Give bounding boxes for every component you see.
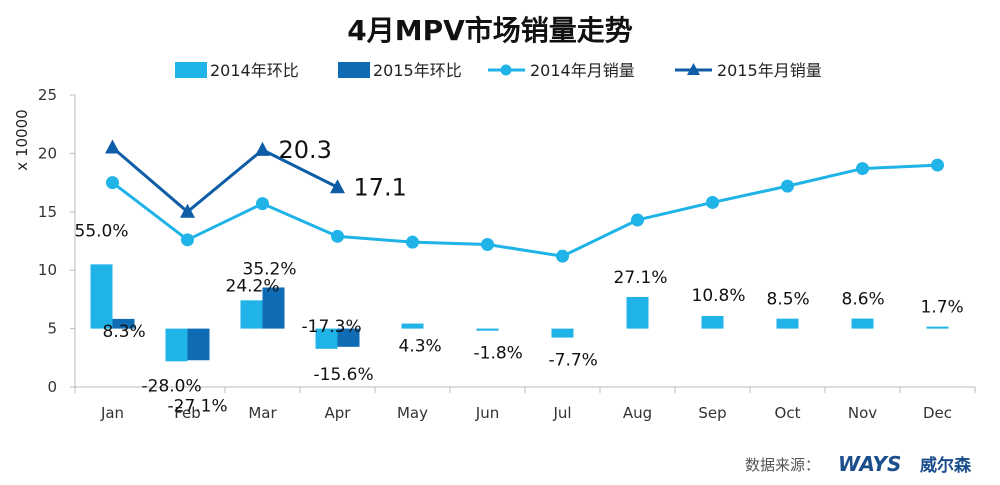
bar-2014 (776, 318, 799, 329)
bar-label-2014: 10.8% (692, 286, 746, 306)
bar-2014 (315, 328, 338, 349)
bar-label-2014: 8.5% (767, 290, 810, 310)
point-2014-sales (931, 158, 944, 172)
x-tick-label: Oct (775, 404, 801, 422)
legend-swatch-2014-mom (175, 62, 207, 78)
bar-2015 (337, 328, 360, 347)
bar-label-2014: 1.7% (921, 298, 964, 318)
bar-2015 (262, 287, 285, 329)
bar-2014 (90, 264, 113, 329)
point-2014-sales (331, 229, 344, 243)
bar-label-2015: -27.1% (168, 396, 228, 416)
bar-label-2014: -7.7% (549, 351, 598, 371)
y-axis-label: x 10000 (13, 109, 31, 170)
bar-2015 (187, 328, 210, 361)
legend-label-2015-mom: 2015年环比 (373, 61, 462, 80)
line-2014-sales (111, 163, 938, 258)
point-2014-sales (556, 249, 569, 263)
point-2014-sales (406, 235, 419, 249)
point-2014-sales (631, 213, 644, 227)
bar-label-2014: -17.3% (302, 317, 362, 337)
legend-marker-2014-sales (500, 64, 512, 76)
bar-2014 (701, 315, 724, 329)
point-2015-sales (180, 203, 195, 218)
point-label-2015-sales: 20.3 (279, 136, 332, 164)
legend-label-2014-sales: 2014年月销量 (530, 61, 635, 80)
chart-title: 4月MPV市场销量走势 (347, 14, 633, 47)
bar-label-2014: -28.0% (142, 376, 202, 396)
bar-2014 (551, 328, 574, 338)
point-2015-sales (105, 139, 120, 154)
legend: 2014年环比 2015年环比 2014年月销量 2015年月销量 (175, 61, 822, 80)
x-tick-label: Jul (552, 404, 571, 422)
x-tick-label: Aug (623, 404, 652, 422)
point-2014-sales (106, 176, 119, 190)
bar-2014 (240, 300, 263, 329)
bars (90, 264, 949, 362)
point-2014-sales (481, 238, 494, 252)
bar-label-2014: 4.3% (399, 337, 442, 357)
x-tick-label: Sep (698, 404, 726, 422)
footer: 数据来源： WAYS 威尔森 (745, 452, 972, 476)
bar-label-2014: 27.1% (614, 268, 668, 288)
y-tick-label: 15 (38, 203, 57, 221)
lines (105, 139, 944, 263)
bar-2014 (626, 296, 649, 329)
point-label-2015-sales: 17.1 (354, 173, 407, 201)
point-2015-sales (255, 141, 270, 156)
bar-2014 (476, 328, 499, 331)
bar-label-2014: 55.0% (75, 221, 129, 241)
brand-name-cn: 威尔森 (920, 455, 972, 476)
bar-2015 (112, 318, 135, 329)
brand-logo: WAYS (838, 452, 901, 476)
point-2014-sales (706, 195, 719, 209)
y-axis: 0 5 10 15 20 25 (38, 86, 76, 396)
point-2014-sales (256, 197, 269, 211)
bar-label-2015: 8.3% (103, 322, 146, 342)
bar-label-2014: 8.6% (842, 290, 885, 310)
y-tick-label: 10 (38, 261, 57, 279)
x-tick-label: Mar (248, 404, 277, 422)
bar-label-2014: -1.8% (474, 344, 523, 364)
y-tick-label: 0 (47, 378, 57, 396)
bar-2014 (851, 318, 874, 329)
bar-label-2014: 24.2% (226, 276, 280, 296)
legend-marker-2015-sales (687, 63, 700, 75)
legend-label-2014-mom: 2014年环比 (210, 61, 299, 80)
bar-2014 (165, 328, 188, 362)
line-2015-sales (111, 146, 339, 214)
y-tick-label: 25 (38, 86, 57, 104)
x-tick-label: Dec (923, 404, 952, 422)
bar-2014 (401, 323, 424, 329)
data-labels: 55.0% -28.0% 24.2% -17.3% 4.3% -1.8% -7.7% 27.1… (75, 136, 964, 416)
bar-label-2015: 35.2% (243, 259, 297, 279)
point-2014-sales (181, 233, 194, 247)
bar-label-2015: -15.6% (314, 365, 374, 385)
y-tick-label: 20 (38, 144, 57, 162)
legend-swatch-2015-mom (338, 62, 370, 78)
point-2014-sales (781, 179, 794, 193)
source-label: 数据来源： (745, 456, 820, 474)
bar-2014 (926, 326, 949, 329)
legend-label-2015-sales: 2015年月销量 (717, 61, 822, 80)
x-tick-label: Feb (174, 404, 201, 422)
x-tick-label: Nov (848, 404, 877, 422)
point-2015-sales (330, 179, 345, 194)
x-tick-label: Jun (475, 404, 499, 422)
y-tick-label: 5 (47, 320, 57, 338)
x-tick-label: Apr (325, 404, 352, 422)
point-2014-sales (856, 162, 869, 176)
x-tick-label: Jan (100, 404, 124, 422)
x-tick-label: May (397, 404, 428, 422)
x-axis: Jan Feb Mar Apr May Jun Jul Aug Sep Oct Nov Dec (74, 386, 976, 422)
